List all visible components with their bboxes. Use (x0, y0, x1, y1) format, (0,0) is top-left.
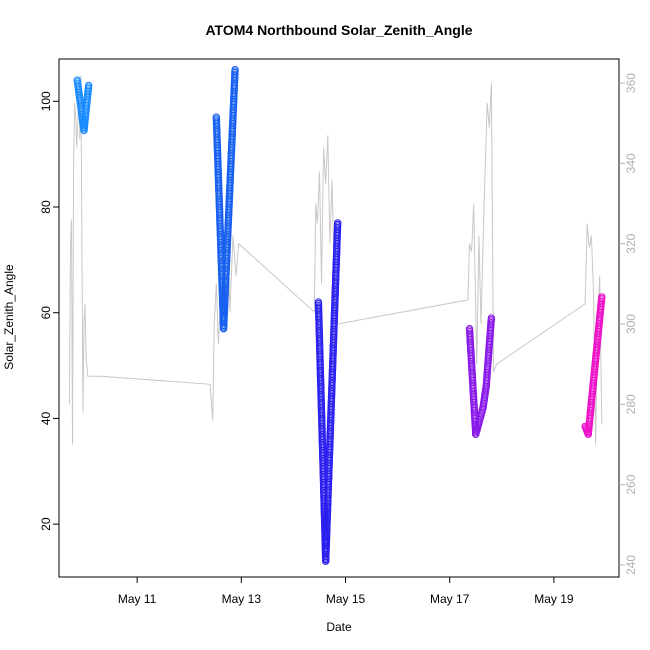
x-tick-label: May 19 (534, 592, 574, 606)
y-tick-label: 60 (39, 306, 53, 320)
y-tick-label: 20 (39, 517, 53, 531)
series-4 (465, 314, 496, 438)
secondary-y-tick-label: 360 (624, 73, 638, 93)
y-tick-label: 100 (39, 91, 53, 111)
series-2 (212, 65, 239, 333)
secondary-y-tick-label: 320 (624, 233, 638, 253)
series-3 (314, 219, 342, 565)
x-tick-label: May 11 (118, 592, 157, 606)
y-axis-label: Solar_Zenith_Angle (2, 264, 16, 370)
x-tick-label: May 15 (326, 592, 366, 606)
chart-title: ATOM4 Northbound Solar_Zenith_Angle (205, 22, 472, 38)
data-point (487, 314, 496, 322)
secondary-y-tick-label: 260 (624, 474, 638, 494)
data-point (334, 219, 342, 227)
secondary-y-tick-label: 300 (624, 314, 638, 334)
data-point (231, 65, 239, 74)
axes-layer: 20 40 60 80 100 240 260 280 300 320 340 360 May 11 Ma… (39, 73, 638, 606)
y-tick-label: 80 (39, 200, 53, 214)
x-tick-label: May 17 (430, 592, 470, 606)
secondary-y-tick-label: 340 (624, 153, 638, 173)
x-tick-label: May 13 (222, 592, 262, 606)
series-5 (581, 293, 606, 438)
data-point (85, 81, 93, 90)
y-tick-label: 40 (39, 411, 53, 425)
x-axis-label: Date (326, 620, 352, 634)
data-point (598, 293, 606, 301)
secondary-y-tick-label: 280 (624, 394, 638, 414)
plot-box (58, 58, 620, 578)
series-layer (73, 65, 606, 565)
series-1 (73, 76, 93, 135)
secondary-y-tick-label: 240 (624, 555, 638, 575)
